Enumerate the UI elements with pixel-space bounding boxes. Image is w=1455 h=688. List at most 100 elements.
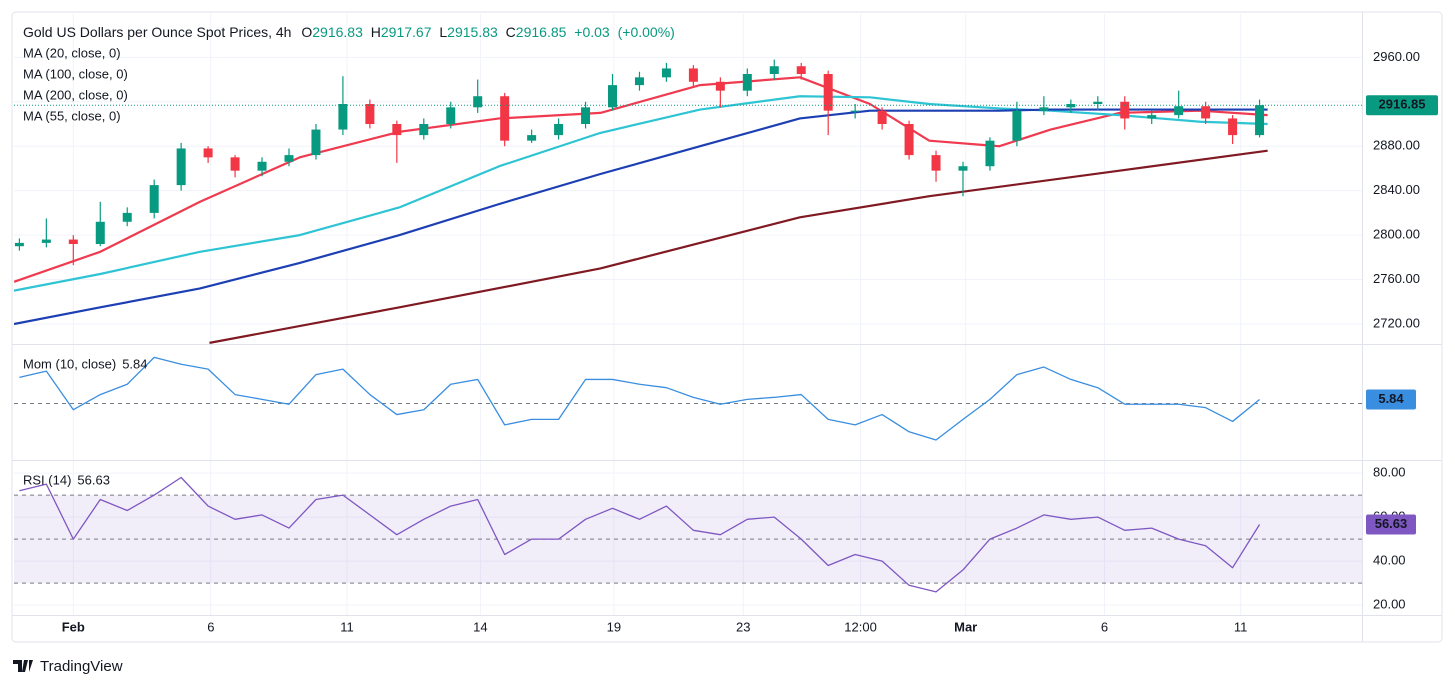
series-line	[209, 149, 1268, 344]
candle-body	[257, 161, 267, 171]
candle-body	[527, 135, 537, 141]
change-pct: (+0.00%)	[618, 24, 675, 40]
ohlc-value: 2917.67	[381, 24, 432, 40]
y-tick-label: 2880.00	[1373, 138, 1420, 153]
candle-body	[1012, 110, 1022, 141]
ohlc-value: 2916.83	[312, 24, 363, 40]
candle-body	[1147, 115, 1157, 119]
candle-body	[1174, 106, 1184, 116]
candle-body	[904, 124, 914, 156]
last-price-box	[1366, 95, 1438, 116]
candle-body	[850, 110, 860, 112]
series-line	[19, 476, 1261, 593]
value-box-label: 56.63	[1375, 516, 1408, 531]
y-tick-label: 2960.00	[1373, 49, 1420, 64]
ohlc-label: O	[301, 24, 312, 40]
candle-body	[311, 129, 321, 156]
candle-body	[365, 104, 375, 124]
value-box	[1366, 389, 1416, 410]
candle-body	[985, 140, 995, 167]
plot-layer: 2720.002760.002800.002840.002880.002920.…	[12, 12, 1442, 642]
chart-header: Gold US Dollars per Ounce Spot Prices, 4…	[23, 24, 675, 40]
candle-body	[230, 157, 240, 171]
series-line	[19, 356, 1260, 441]
candle-body	[634, 77, 644, 86]
x-tick-label: Mar	[954, 619, 977, 634]
y-tick-label: 80.00	[1373, 465, 1406, 480]
candle-body	[14, 242, 24, 247]
x-tick-label: 6	[1101, 619, 1108, 634]
x-tick-label: 14	[473, 619, 487, 634]
value-box-label: 5.84	[1378, 391, 1404, 406]
legend-entry: MA (200, close, 0)	[23, 87, 128, 102]
ohlc-value: 2915.83	[447, 24, 498, 40]
y-tick-label: 2840.00	[1373, 182, 1420, 197]
panel	[14, 345, 1362, 460]
indicator-value: 5.84	[122, 356, 147, 371]
candle-body	[149, 185, 159, 213]
candle-body	[1228, 118, 1238, 136]
candle-body	[958, 166, 968, 171]
candle-body	[1255, 105, 1265, 136]
change: +0.03	[574, 24, 610, 40]
candle-body	[1120, 101, 1130, 119]
candle-body	[68, 239, 78, 244]
candle-body	[554, 124, 564, 136]
candle-body	[41, 239, 51, 243]
panel	[14, 461, 1362, 615]
legend-entry: MA (55, close, 0)	[23, 108, 121, 123]
candle-body	[1039, 107, 1049, 111]
x-tick-label: 23	[736, 619, 750, 634]
candle-body	[877, 110, 887, 124]
candle-body	[284, 155, 294, 162]
candle-body	[122, 212, 132, 222]
candle-body	[715, 81, 725, 91]
legend-entry: MA (20, close, 0)	[23, 45, 121, 60]
y-tick-label: 2760.00	[1373, 271, 1420, 286]
candle-body	[1093, 101, 1103, 104]
x-tick-label: 19	[607, 619, 621, 634]
series-line	[14, 95, 1268, 292]
candle-body	[500, 96, 510, 141]
value-box	[1366, 514, 1416, 535]
x-tick-label: 6	[207, 619, 214, 634]
indicator-value: 56.63	[77, 472, 110, 487]
candle-body	[95, 221, 105, 244]
candle-body	[769, 66, 779, 74]
legend-entry: MA (100, close, 0)	[23, 66, 128, 81]
y-tick-label: 2720.00	[1373, 315, 1420, 330]
last-price-label: 2916.85	[1379, 97, 1426, 112]
candle-body	[392, 124, 402, 136]
candle-body	[203, 148, 213, 158]
candle-body	[419, 124, 429, 136]
candle-body	[688, 68, 698, 82]
branding: TradingView	[40, 658, 123, 675]
y-tick-label: 20.00	[1373, 597, 1406, 612]
candle-body	[931, 155, 941, 171]
candle-body	[1201, 106, 1211, 119]
x-tick-label: 11	[340, 619, 354, 634]
candle-body	[608, 85, 618, 108]
x-tick-label: Feb	[62, 619, 85, 634]
candle-body	[473, 96, 483, 108]
candle-body	[338, 104, 348, 130]
y-tick-label: 40.00	[1373, 553, 1406, 568]
ohlc-label: H	[371, 24, 381, 40]
indicator-name: RSI (14)	[23, 472, 71, 487]
ohlc-label: L	[439, 24, 447, 40]
candle-body	[796, 66, 806, 74]
candle-body	[742, 74, 752, 91]
ohlc-value: 2916.85	[516, 24, 567, 40]
y-tick-label: 2800.00	[1373, 227, 1420, 242]
candle-body	[176, 148, 186, 186]
candle-body	[446, 107, 456, 124]
indicator-name: Mom (10, close)	[23, 356, 116, 371]
candle-body	[823, 74, 833, 111]
x-tick-label: 12:00	[844, 619, 877, 634]
candle-body	[581, 107, 591, 124]
x-tick-label: 11	[1234, 619, 1248, 634]
tradingview-logo: TradingView	[13, 658, 123, 675]
series-line	[14, 108, 1268, 326]
ohlc-label: C	[506, 24, 516, 40]
